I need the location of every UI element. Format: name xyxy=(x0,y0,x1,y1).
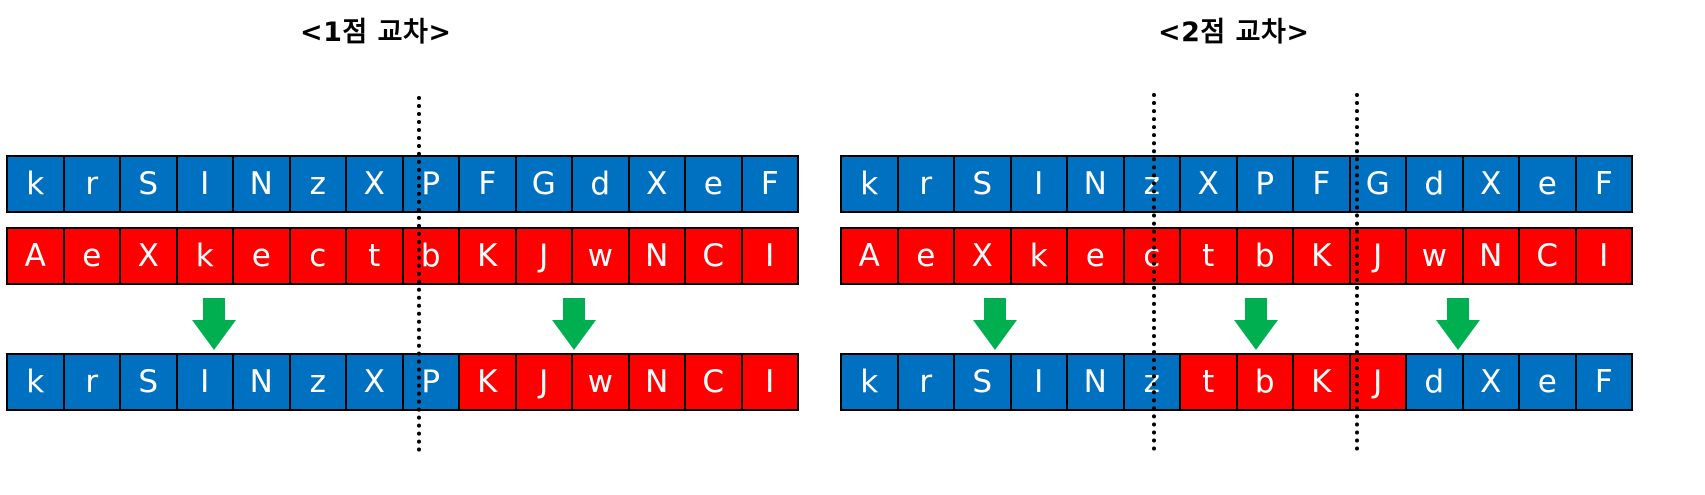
gene-cell: w xyxy=(573,355,630,409)
gene-cell: e xyxy=(64,229,121,283)
gene-cell: z xyxy=(290,157,347,211)
one-point-title: <1점 교차> xyxy=(300,17,452,48)
gene-cell: A xyxy=(842,229,899,283)
gene-cell: J xyxy=(516,355,573,409)
gene-cell: e xyxy=(1520,355,1577,409)
gene-cell: J xyxy=(516,229,573,283)
crossover-divider-line xyxy=(1355,93,1359,451)
gene-cell: t xyxy=(1181,229,1238,283)
gene-cell: r xyxy=(64,355,121,409)
gene-cell: X xyxy=(629,157,686,211)
gene-cell: N xyxy=(234,355,291,409)
gene-cell: I xyxy=(177,157,234,211)
down-arrow-icon xyxy=(1436,298,1480,350)
gene-cell: d xyxy=(573,157,630,211)
gene-cell: P xyxy=(403,157,460,211)
gene-cell: N xyxy=(1068,157,1125,211)
gene-cell: I xyxy=(742,229,799,283)
gene-cell: N xyxy=(1463,229,1520,283)
down-arrow-icon xyxy=(1234,298,1278,350)
gene-cell: K xyxy=(1294,229,1351,283)
gene-cell: I xyxy=(177,355,234,409)
gene-cell: w xyxy=(573,229,630,283)
gene-cell: F xyxy=(1576,157,1633,211)
gene-cell: C xyxy=(686,229,743,283)
gene-cell: b xyxy=(403,229,460,283)
gene-cell: I xyxy=(1011,355,1068,409)
gene-cell: N xyxy=(1068,355,1125,409)
down-arrow-icon xyxy=(552,298,596,350)
gene-cell: w xyxy=(1407,229,1464,283)
gene-cell: d xyxy=(1407,157,1464,211)
gene-cell: J xyxy=(1350,229,1407,283)
gene-cell: b xyxy=(1237,229,1294,283)
gene-cell: G xyxy=(1350,157,1407,211)
gene-cell: I xyxy=(742,355,799,409)
two-point-title: <2점 교차> xyxy=(1158,17,1310,48)
gene-cell: S xyxy=(955,157,1012,211)
gene-cell: K xyxy=(460,355,517,409)
gene-cell: P xyxy=(403,355,460,409)
gene-cell: F xyxy=(1576,355,1633,409)
crossover-divider-line xyxy=(417,96,421,452)
gene-cell: F xyxy=(742,157,799,211)
gene-cell: t xyxy=(347,229,404,283)
gene-cell: S xyxy=(955,355,1012,409)
gene-cell: J xyxy=(1350,355,1407,409)
gene-cell: e xyxy=(686,157,743,211)
gene-cell: S xyxy=(121,355,178,409)
gene-cell: K xyxy=(1294,355,1351,409)
gene-cell: e xyxy=(1068,229,1125,283)
gene-cell: N xyxy=(629,355,686,409)
gene-cell: K xyxy=(460,229,517,283)
gene-cell: C xyxy=(1520,229,1577,283)
gene-cell: N xyxy=(629,229,686,283)
gene-cell: r xyxy=(898,355,955,409)
gene-cell: X xyxy=(1463,355,1520,409)
gene-cell: F xyxy=(460,157,517,211)
gene-cell: I xyxy=(1011,157,1068,211)
gene-cell: C xyxy=(686,355,743,409)
gene-cell: G xyxy=(516,157,573,211)
gene-cell: c xyxy=(290,229,347,283)
gene-cell: X xyxy=(1181,157,1238,211)
gene-cell: I xyxy=(1576,229,1633,283)
gene-cell: F xyxy=(1294,157,1351,211)
gene-cell: k xyxy=(8,157,65,211)
gene-cell: k xyxy=(177,229,234,283)
gene-cell: X xyxy=(347,355,404,409)
gene-cell: X xyxy=(1463,157,1520,211)
gene-cell: r xyxy=(64,157,121,211)
gene-cell: k xyxy=(1011,229,1068,283)
gene-cell: e xyxy=(898,229,955,283)
down-arrow-icon xyxy=(973,298,1017,350)
crossover-divider-line xyxy=(1152,93,1156,451)
gene-cell: k xyxy=(8,355,65,409)
gene-cell: A xyxy=(8,229,65,283)
gene-cell: S xyxy=(121,157,178,211)
gene-cell: k xyxy=(842,355,899,409)
gene-cell: e xyxy=(234,229,291,283)
gene-cell: X xyxy=(955,229,1012,283)
gene-cell: d xyxy=(1407,355,1464,409)
gene-cell: X xyxy=(347,157,404,211)
gene-cell: z xyxy=(290,355,347,409)
gene-cell: r xyxy=(898,157,955,211)
gene-cell: X xyxy=(121,229,178,283)
down-arrow-icon xyxy=(192,298,236,350)
gene-cell: b xyxy=(1237,355,1294,409)
gene-cell: k xyxy=(842,157,899,211)
gene-cell: N xyxy=(234,157,291,211)
gene-cell: t xyxy=(1181,355,1238,409)
gene-cell: e xyxy=(1520,157,1577,211)
gene-cell: P xyxy=(1237,157,1294,211)
